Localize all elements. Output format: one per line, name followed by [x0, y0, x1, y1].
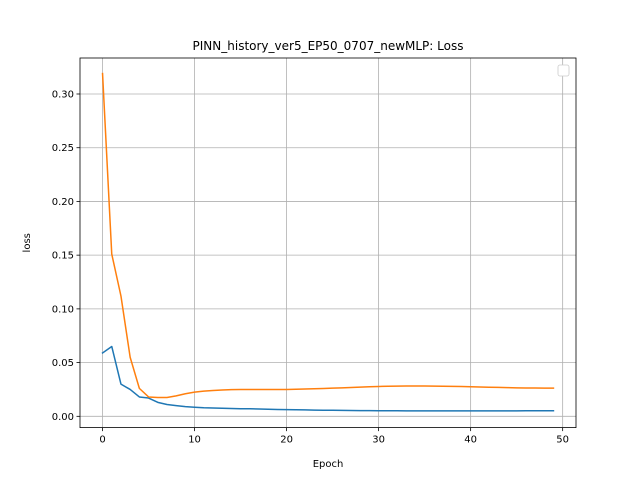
y-axis: 0.00 0.05 0.10 0.15 0.20 0.25 0.30 [52, 89, 80, 423]
x-tick-label: 30 [372, 435, 385, 446]
x-axis-label: Epoch [313, 459, 344, 470]
y-tick-label: 0.15 [52, 251, 74, 262]
series-group [101, 72, 555, 412]
x-axis: 0 10 20 30 40 50 [99, 427, 569, 446]
x-tick-label: 50 [556, 435, 569, 446]
x-tick-label: 0 [99, 435, 105, 446]
series-line-2 [101, 72, 555, 399]
y-tick-label: 0.10 [52, 304, 74, 315]
legend-box [557, 64, 570, 77]
y-tick-label: 0.25 [52, 143, 74, 154]
y-tick-label: 0.20 [52, 197, 74, 208]
x-tick-label: 10 [188, 435, 201, 446]
y-tick-label: 0.05 [52, 358, 74, 369]
series-line-1 [101, 345, 555, 412]
x-tick-label: 20 [280, 435, 293, 446]
y-axis-label: loss [22, 233, 33, 252]
grid [80, 58, 576, 428]
y-tick-label: 0.00 [52, 412, 74, 423]
y-tick-label: 0.30 [52, 89, 74, 100]
x-tick-label: 40 [464, 435, 477, 446]
plot-frame [79, 57, 577, 429]
chart-title: PINN_history_ver5_EP50_0707_newMLP: Loss [193, 39, 464, 53]
